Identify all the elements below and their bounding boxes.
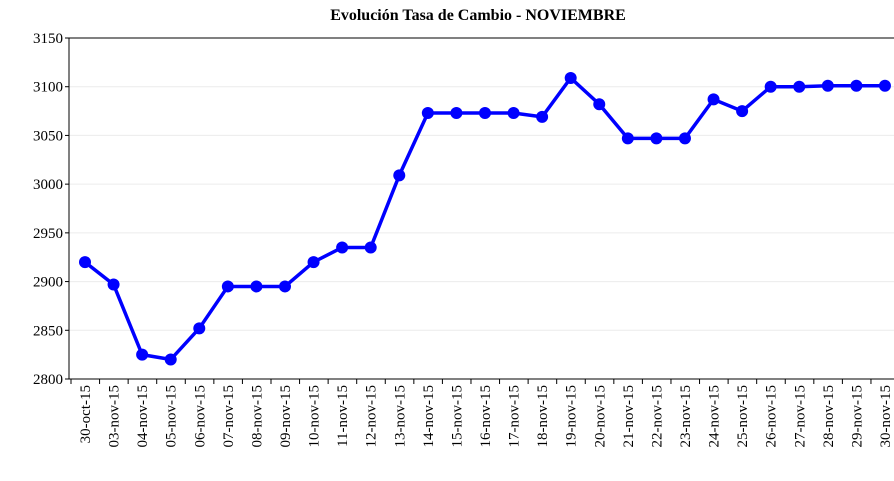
point bbox=[764, 80, 777, 93]
x-tick-label: 26-nov-15 bbox=[764, 385, 780, 448]
point bbox=[393, 169, 406, 182]
point bbox=[650, 132, 663, 145]
x-tick-label: 27-nov-15 bbox=[792, 385, 808, 448]
x-tick-label: 17-nov-15 bbox=[507, 385, 523, 448]
x-tick-label: 22-nov-15 bbox=[649, 385, 665, 448]
point bbox=[564, 71, 577, 84]
point bbox=[478, 107, 491, 120]
point bbox=[79, 256, 91, 269]
point bbox=[364, 241, 377, 254]
point bbox=[850, 79, 863, 92]
x-tick-label: 28-nov-15 bbox=[821, 385, 837, 448]
y-tick-label: 2850 bbox=[33, 323, 63, 339]
point bbox=[878, 79, 891, 92]
y-tick-label: 2800 bbox=[33, 372, 63, 388]
x-tick-label: 25-nov-15 bbox=[735, 385, 751, 448]
x-tick-label: 29-nov-15 bbox=[849, 385, 865, 448]
y-tick-label: 2950 bbox=[33, 226, 63, 242]
y-tick-label: 2900 bbox=[33, 275, 63, 291]
x-tick-label: 15-nov-15 bbox=[449, 385, 465, 448]
x-tick-label: 09-nov-15 bbox=[278, 385, 294, 448]
x-tick-label: 13-nov-15 bbox=[392, 385, 408, 448]
point bbox=[507, 107, 520, 120]
point bbox=[221, 280, 234, 293]
point bbox=[536, 110, 549, 123]
x-tick-label: 20-nov-15 bbox=[592, 385, 608, 448]
chart-title: Evolución Tasa de Cambio - NOVIEMBRE bbox=[330, 7, 626, 24]
point bbox=[278, 280, 291, 293]
y-tick-label: 3100 bbox=[33, 80, 63, 96]
point bbox=[136, 348, 149, 361]
x-tick-label: 21-nov-15 bbox=[621, 385, 637, 448]
x-tick-label: 06-nov-15 bbox=[192, 385, 208, 448]
x-tick-label: 07-nov-15 bbox=[221, 385, 237, 448]
x-tick-label: 03-nov-15 bbox=[107, 385, 123, 448]
x-tick-label: 23-nov-15 bbox=[678, 385, 694, 448]
point bbox=[193, 322, 206, 335]
x-tick-label: 19-nov-15 bbox=[564, 385, 580, 448]
x-tick-label: 08-nov-15 bbox=[249, 385, 265, 448]
point bbox=[678, 132, 691, 145]
x-tick-label: 16-nov-15 bbox=[478, 385, 494, 448]
point bbox=[421, 107, 434, 120]
point bbox=[707, 93, 720, 106]
x-tick-label: 14-nov-15 bbox=[421, 385, 437, 448]
point bbox=[307, 256, 320, 269]
series-line bbox=[83, 75, 885, 362]
x-tick-label: 30-nov-15 bbox=[878, 385, 894, 448]
point bbox=[336, 241, 349, 254]
point bbox=[621, 132, 634, 145]
x-tick-label: 30-oct-15 bbox=[78, 385, 94, 443]
x-tick-label: 18-nov-15 bbox=[535, 385, 551, 448]
point bbox=[593, 98, 606, 111]
x-tick-label: 11-nov-15 bbox=[335, 385, 351, 447]
point bbox=[450, 107, 463, 120]
y-tick-label: 3150 bbox=[33, 31, 63, 47]
x-tick-label: 12-nov-15 bbox=[364, 385, 380, 448]
x-tick-label: 24-nov-15 bbox=[707, 385, 723, 448]
point bbox=[821, 79, 834, 92]
y-tick-label: 3050 bbox=[33, 128, 63, 144]
y-tick-label: 3000 bbox=[33, 177, 63, 193]
point bbox=[736, 105, 749, 118]
point bbox=[793, 80, 806, 93]
point bbox=[164, 353, 177, 366]
x-tick-label: 10-nov-15 bbox=[307, 385, 323, 448]
point bbox=[107, 278, 120, 291]
x-tick-label: 05-nov-15 bbox=[164, 385, 180, 448]
point bbox=[250, 280, 263, 293]
x-tick-label: 04-nov-15 bbox=[135, 385, 151, 448]
